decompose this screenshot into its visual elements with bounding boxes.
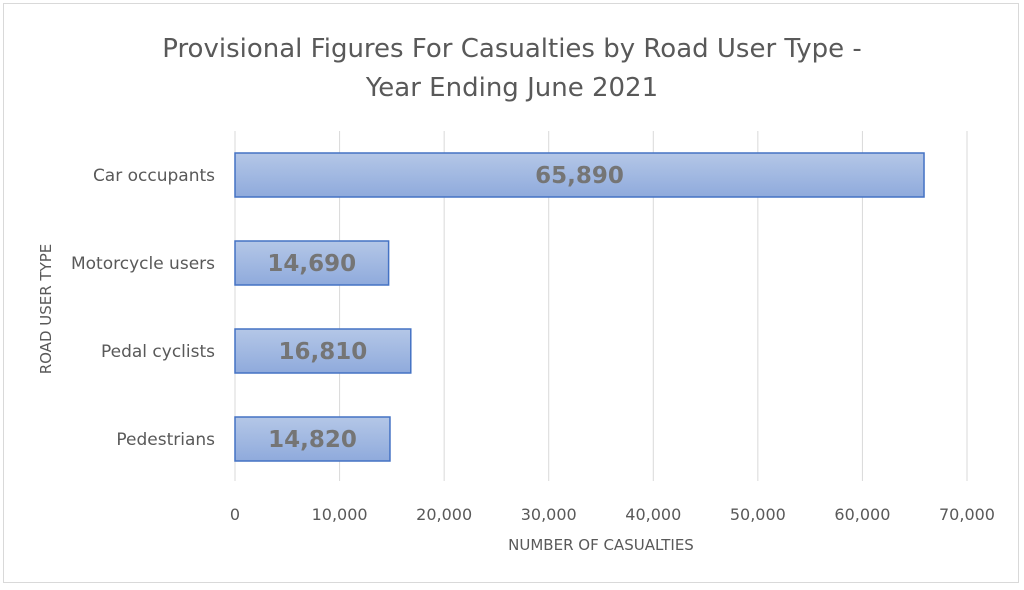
y-axis-title: ROAD USER TYPE bbox=[37, 244, 55, 375]
x-tick-label: 10,000 bbox=[312, 505, 368, 524]
category-label: Motorcycle users bbox=[71, 254, 215, 274]
data-label: 16,810 bbox=[279, 339, 368, 365]
x-tick-label: 30,000 bbox=[521, 505, 577, 524]
bar bbox=[234, 328, 412, 374]
x-tick-label: 60,000 bbox=[834, 505, 890, 524]
bar bbox=[234, 152, 925, 198]
x-tick-label: 50,000 bbox=[730, 505, 786, 524]
category-label: Pedal cyclists bbox=[101, 342, 215, 362]
bar-chart: Provisional Figures For Casualties by Ro… bbox=[37, 34, 995, 554]
x-tick-label: 70,000 bbox=[939, 505, 995, 524]
x-tick-label: 40,000 bbox=[625, 505, 681, 524]
data-label: 14,820 bbox=[268, 427, 357, 453]
x-tick-label: 0 bbox=[230, 505, 240, 524]
bars bbox=[234, 152, 925, 462]
chart-frame: Provisional Figures For Casualties by Ro… bbox=[3, 3, 1019, 583]
category-label: Car occupants bbox=[93, 166, 215, 186]
category-label: Pedestrians bbox=[116, 430, 215, 450]
x-tick-label: 20,000 bbox=[416, 505, 472, 524]
chart-title-line-2: Year Ending June 2021 bbox=[365, 73, 658, 103]
chart-title-line-1: Provisional Figures For Casualties by Ro… bbox=[162, 34, 862, 64]
category-labels: Car occupants Motorcycle users Pedal cycli… bbox=[71, 166, 215, 450]
x-tick-labels: 0 10,000 20,000 30,000 40,000 50,000 60,000 70,… bbox=[230, 505, 995, 524]
data-labels: 65,890 14,690 16,810 14,820 bbox=[267, 163, 623, 453]
data-label: 14,690 bbox=[267, 251, 356, 277]
bar bbox=[234, 240, 390, 286]
x-axis-title: NUMBER OF CASUALTIES bbox=[508, 536, 694, 554]
data-label: 65,890 bbox=[535, 163, 624, 189]
bar bbox=[234, 416, 391, 462]
